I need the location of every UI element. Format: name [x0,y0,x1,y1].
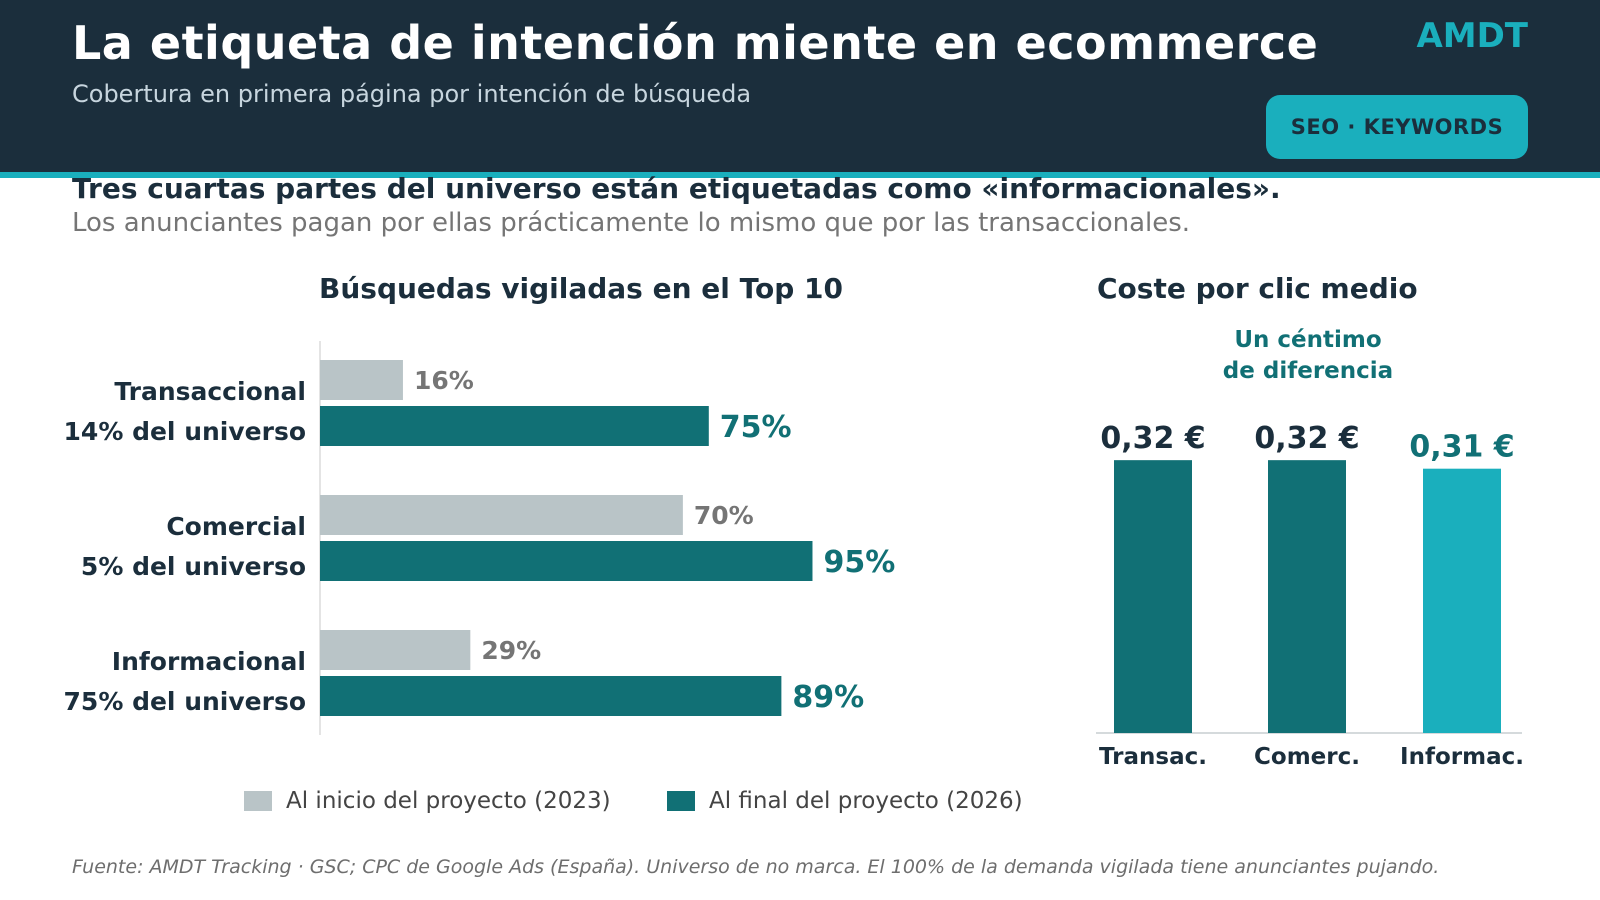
cpc-bar [1423,468,1501,733]
category-sublabel: 75% del universo [64,687,306,716]
bar-value-label: 89% [792,680,864,715]
page-title: La etiqueta de intención miente en ecomm… [72,16,1319,70]
legend-item-start: Al inicio del proyecto (2023) [244,788,611,814]
category-label: Informacional [112,647,306,676]
bar-start [320,630,471,670]
bar-value-label: 16% [414,366,474,395]
page-subtitle: Cobertura en primera página por intenció… [72,80,752,108]
category-sublabel: 5% del universo [81,552,306,581]
cpc-value-label: 0,31 € [1409,430,1514,465]
coverage-chart-title: Búsquedas vigiladas en el Top 10 [319,272,843,305]
cpc-annotation-line-1: Un céntimo [1234,327,1382,353]
cpc-category-label: Informac. [1400,744,1524,770]
legend-item-end: Al final del proyecto (2026) [667,788,1023,814]
brand-logo: AMDT [1416,16,1528,56]
bar-value-label: 29% [481,636,541,665]
legend-label-start: Al inicio del proyecto (2023) [286,788,611,814]
bar-value-label: 95% [823,545,895,580]
subheadline: Los anunciantes pagan por ellas práctica… [72,208,1191,238]
cpc-category-label: Comerc. [1254,744,1360,770]
bar-end [320,676,782,716]
bar-value-label: 75% [720,410,792,445]
cpc-value-label: 0,32 € [1254,421,1359,456]
topic-badge: SEO · KEYWORDS [1266,95,1528,159]
cpc-annotation: Un céntimo de diferencia [1208,325,1408,387]
bar-start [320,360,403,400]
bar-end [320,406,709,446]
cpc-chart-title: Coste por clic medio [1097,272,1418,305]
category-label: Comercial [166,512,306,541]
cpc-bar [1268,460,1346,733]
cpc-bar [1114,460,1192,733]
cpc-annotation-line-2: de diferencia [1222,358,1394,384]
cpc-bar-chart: 0,32 € Transac. 0,32 € Comerc. 0,31 € Informa… [1096,421,1524,770]
legend-swatch-start [244,791,272,811]
header-band: La etiqueta de intención miente en ecomm… [0,0,1600,178]
bar-start [320,495,683,535]
bar-value-label: 70% [694,501,754,530]
cpc-category-label: Transac. [1099,744,1207,770]
category-sublabel: 14% del universo [64,417,306,446]
legend-swatch-end [667,791,695,811]
bar-end [320,541,813,581]
coverage-bar-chart: Transaccional 14% del universo 16% 75% Comer… [64,341,895,735]
legend-label-end: Al final del proyecto (2026) [709,788,1023,814]
source-footnote: Fuente: AMDT Tracking · GSC; CPC de Goog… [72,856,1440,878]
headline: Tres cuartas partes del universo están e… [72,172,1281,205]
cpc-value-label: 0,32 € [1100,421,1205,456]
category-label: Transaccional [114,377,306,406]
